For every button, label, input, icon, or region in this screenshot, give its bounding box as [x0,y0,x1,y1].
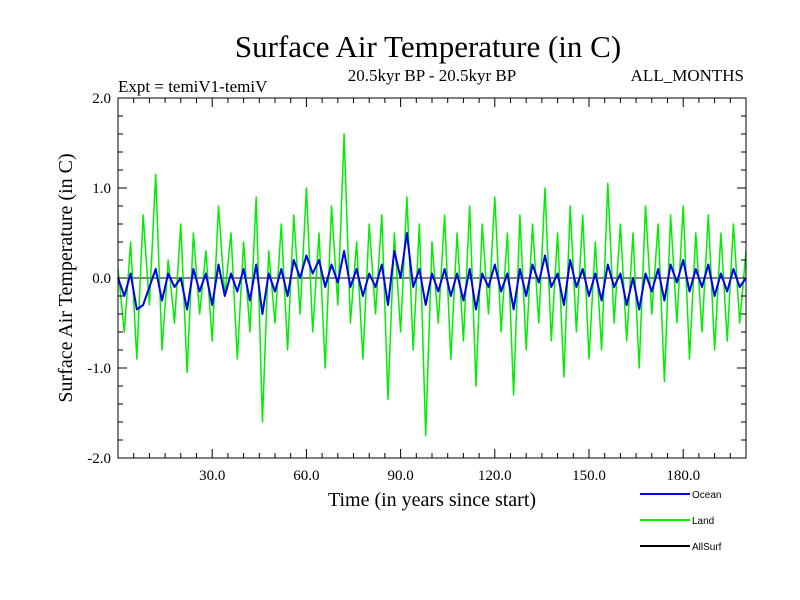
series-line-ocean [117,232,747,315]
chart-subtitle-center: 20.5kyr BP - 20.5kyr BP [348,66,516,85]
legend-label-allsurf: AllSurf [692,542,722,553]
series-line-land [117,133,747,437]
axis-layer: 30.0 60.0 90.0 120.0 150.0 180.0 -2.0 -1.0 0.0 1.… [87,91,746,484]
y-tick-label: 1.0 [92,181,111,197]
y-tick-label: 0.0 [92,271,111,287]
x-axis-label: Time (in years since start) [328,489,536,511]
x-tick-label: 90.0 [387,468,413,484]
x-tick-label: 180.0 [666,468,700,484]
legend-label-ocean: Ocean [692,490,721,501]
y-tick-label: -2.0 [87,451,111,467]
chart-title: Surface Air Temperature (in C) [235,29,621,64]
chart-subtitle-right: ALL_MONTHS [631,66,744,85]
x-tick-label: 150.0 [572,468,606,484]
x-tick-label: 60.0 [293,468,319,484]
legend: Ocean Land AllSurf [640,490,722,553]
y-axis-label: Surface Air Temperature (in C) [55,153,77,402]
legend-label-land: Land [692,516,714,527]
y-tick-label: -1.0 [87,361,111,377]
x-tick-label: 30.0 [199,468,225,484]
series-layer [117,133,747,437]
chart-subtitle-left: Expt = temiV1-temiV [118,77,268,96]
y-tick-label: 2.0 [92,91,111,107]
x-tick-label: 120.0 [478,468,512,484]
